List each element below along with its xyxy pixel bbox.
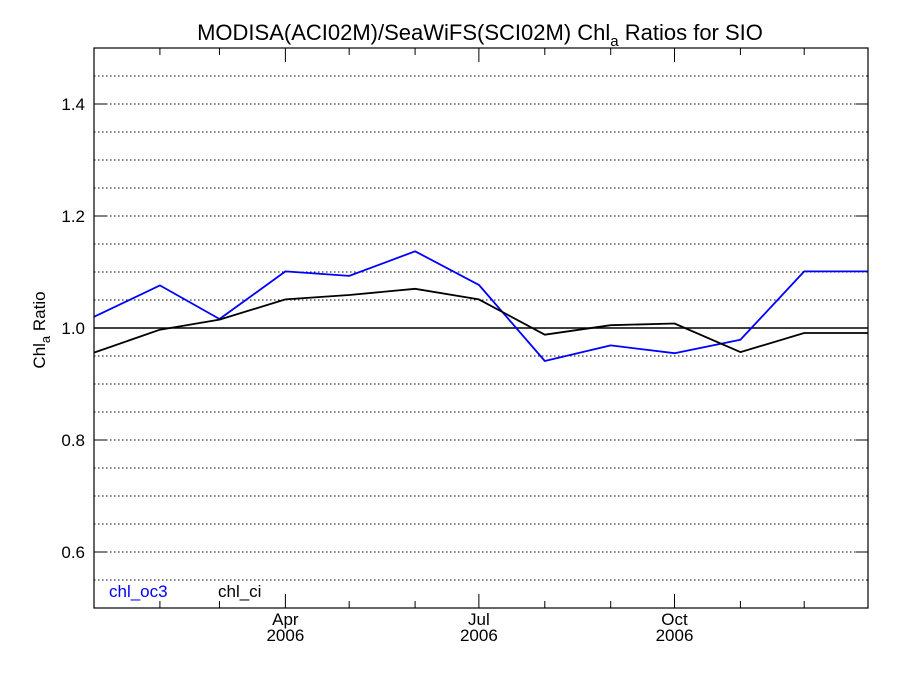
x-tick-label-year: 2006 [266, 626, 304, 645]
x-tick-label-month: Oct [661, 610, 688, 629]
y-tick-label: 1.2 [61, 207, 85, 226]
chart-title-subscript: a [610, 33, 619, 50]
series-line-chl-ci [93, 287, 868, 354]
y-tick-label: 1.4 [61, 95, 85, 114]
legend-entry-chl-ci: chl_ci [218, 582, 261, 601]
legend-entry-chl-oc3: chl_oc3 [109, 582, 168, 601]
x-tick-label-year: 2006 [460, 626, 498, 645]
y-tick-label: 0.8 [61, 431, 85, 450]
chart-title-prefix: MODISA(ACI02M)/SeaWiFS(SCI02M) Chl [197, 20, 610, 45]
x-tick-label-month: Jul [468, 610, 490, 629]
x-tick-label-year: 2006 [656, 626, 694, 645]
chart-title-suffix: Ratios for SIO [619, 20, 763, 45]
axis-ticks [94, 48, 868, 608]
y-axis-label-prefix: Chl [30, 343, 49, 369]
y-tick-labels: 0.6 0.8 1.0 1.2 1.4 [61, 95, 85, 562]
chart-title: MODISA(ACI02M)/SeaWiFS(SCI02M) Chla Rati… [197, 20, 763, 50]
x-tick-label-month: Apr [272, 610, 299, 629]
y-axis-label: Chla Ratio [30, 291, 53, 368]
y-axis-label-subscript: a [38, 335, 53, 343]
series-line-chl-oc3 [93, 250, 868, 362]
y-axis-label-suffix: Ratio [30, 291, 49, 335]
gridlines [94, 75, 868, 581]
series-lines [93, 250, 868, 362]
y-tick-label: 1.0 [61, 319, 85, 338]
y-tick-label: 0.6 [61, 543, 85, 562]
